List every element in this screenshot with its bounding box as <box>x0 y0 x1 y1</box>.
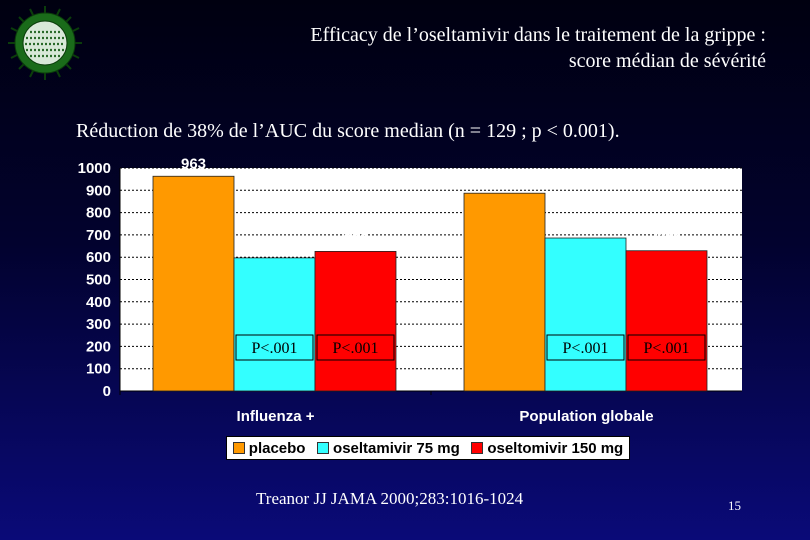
legend-label-placebo: placebo <box>248 439 306 457</box>
p-value-box <box>627 334 706 361</box>
p-value-label: P<.001 <box>563 340 609 357</box>
legend-label-oseltomivir-150: oseltomivir 150 mg <box>487 439 624 457</box>
legend-swatch-placebo <box>232 442 245 454</box>
bar-1-0 <box>233 257 316 392</box>
legend-item-oseltamivir-75: oseltamivir 75 mg <box>317 440 460 457</box>
legend-swatch-oseltomivir-150 <box>471 442 484 454</box>
p-value-label: P<.001 <box>252 340 298 357</box>
p-value-label: P<.001 <box>644 340 690 357</box>
y-tick-label: 800 <box>86 205 111 222</box>
slide-title: Efficacy de l’oseltamivir dans le traite… <box>310 22 766 74</box>
p-value-label: P<.001 <box>333 340 379 357</box>
data-label: 629 <box>654 230 679 247</box>
p-value-box <box>546 334 625 361</box>
category-label: Influenza + <box>237 408 315 425</box>
y-tick-label: 500 <box>86 272 111 289</box>
data-label: 887 <box>492 172 517 189</box>
data-label: 626 <box>343 230 368 247</box>
y-tick-label: 600 <box>86 249 111 266</box>
y-tick-label: 300 <box>86 316 111 333</box>
legend-label-oseltamivir-75: oseltamivir 75 mg <box>333 439 460 457</box>
bar-0-0 <box>152 175 235 392</box>
legend-item-placebo: placebo <box>232 439 306 457</box>
bar-2-1 <box>625 250 708 392</box>
bar-1-1 <box>544 237 627 392</box>
y-tick-label: 100 <box>86 361 111 378</box>
title-line-1: Efficacy de l’oseltamivir dans le traite… <box>310 24 766 46</box>
virus-logo-icon <box>8 6 82 80</box>
chart-legend: placebo oseltamivir 75 mg oseltomivir 15… <box>226 436 630 460</box>
legend-item-oseltomivir-150: oseltomivir 150 mg <box>471 440 623 457</box>
data-label: 686 <box>573 217 598 234</box>
slide-subtitle: Réduction de 38% de l’AUC du score media… <box>76 120 620 142</box>
y-tick-label: 400 <box>86 294 111 311</box>
y-tick-label: 700 <box>86 227 111 244</box>
bar-0-1 <box>463 192 546 392</box>
citation: Treanor JJ JAMA 2000;283:1016-1024 <box>256 489 524 508</box>
y-tick-label: 0 <box>103 383 111 400</box>
legend-swatch-oseltamivir-75 <box>317 442 330 454</box>
p-value-box <box>316 334 395 361</box>
title-line-2: score médian de sévérité <box>568 50 766 72</box>
data-label: 597 <box>262 237 287 254</box>
p-value-box <box>235 334 314 361</box>
page-number: 15 <box>728 498 741 513</box>
category-label: Population globale <box>519 408 653 425</box>
y-tick-label: 1000 <box>78 160 111 177</box>
y-tick-label: 200 <box>86 338 111 355</box>
y-tick-label: 900 <box>86 182 111 199</box>
bar-2-0 <box>314 251 397 392</box>
data-label: 963 <box>181 155 206 172</box>
